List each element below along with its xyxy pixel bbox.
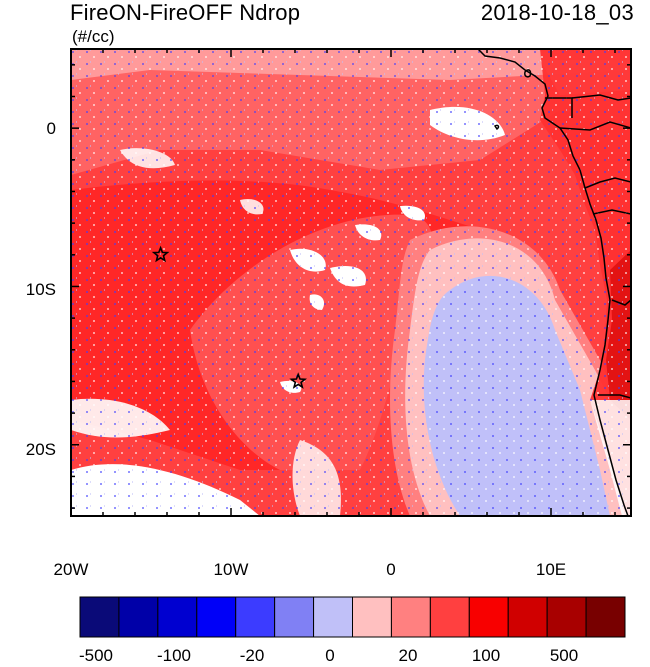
lon-label-10w: 10W: [213, 560, 249, 579]
colorbar-swatch: [507, 596, 548, 638]
colorbar-label: -20: [239, 646, 265, 665]
colorbar-swatch: [196, 596, 237, 638]
colorbar-label: -500: [78, 646, 114, 665]
datetime-label: 2018-10-18_03: [480, 0, 634, 25]
map-title: FireON-FireOFF Ndrop: [70, 0, 301, 25]
colorbar-label: 20: [398, 646, 418, 665]
colorbar-label: 0: [325, 646, 335, 665]
ndrop-field: [71, 49, 631, 516]
colorbar-label: 100: [471, 646, 501, 665]
colorbar-swatch: [79, 596, 120, 638]
coastline: [477, 49, 631, 516]
lat-label-0: 0: [46, 119, 56, 138]
colorbar-swatch: [429, 596, 470, 638]
colorbar: [79, 596, 626, 638]
colorbar-swatch: [118, 596, 159, 638]
units-label: (#/cc): [72, 27, 115, 46]
star-marker-north: [151, 245, 170, 263]
lon-label-0: 0: [386, 560, 396, 579]
colorbar-label: -100: [156, 646, 192, 665]
colorbar-swatch: [352, 596, 392, 638]
lon-label-20w: 20W: [53, 560, 89, 579]
colorbar-swatch: [274, 596, 315, 638]
colorbar-swatch: [468, 596, 509, 638]
lat-label-20s: 20S: [25, 440, 56, 459]
colorbar-swatch: [390, 596, 431, 638]
colorbar-swatch: [585, 596, 626, 638]
colorbar-swatch: [157, 596, 198, 638]
colorbar-swatch: [313, 596, 354, 638]
star-marker-south: [289, 372, 307, 389]
lon-label-10e: 10E: [535, 560, 567, 579]
map-frame: [70, 48, 632, 517]
axis-ticks: [70, 49, 631, 516]
colorbar-swatch: [235, 596, 276, 638]
lat-label-10s: 10S: [25, 280, 56, 299]
colorbar-label: 500: [549, 646, 579, 665]
colorbar-swatch: [546, 596, 587, 638]
